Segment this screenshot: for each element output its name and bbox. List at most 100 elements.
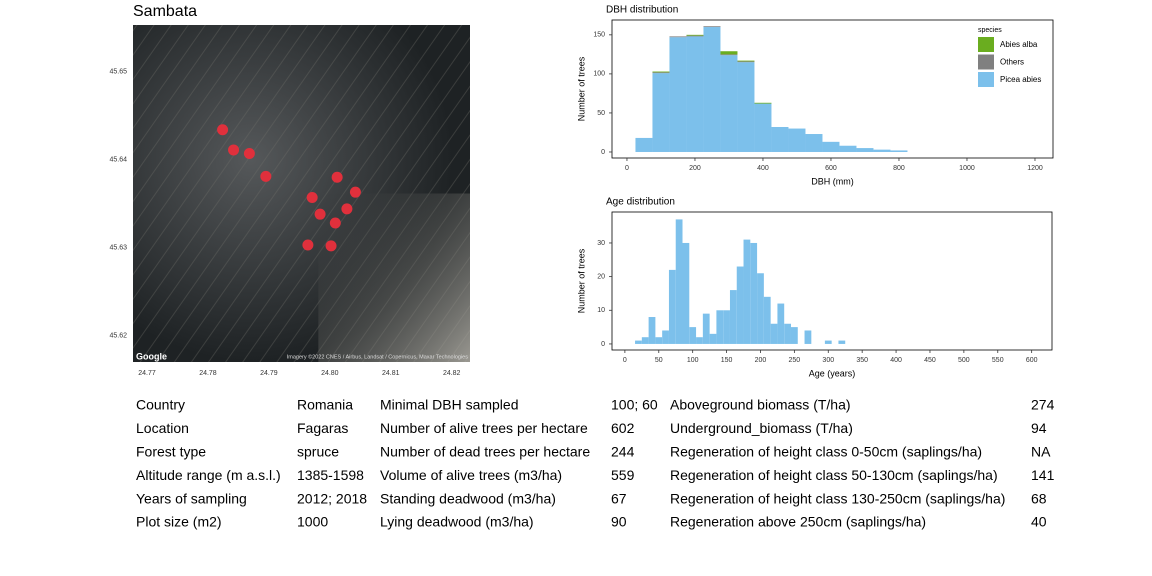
table-cell: 68 — [1031, 491, 1047, 507]
histogram-bar — [804, 330, 812, 344]
plot-point — [228, 144, 240, 156]
legend-label: Others — [1000, 58, 1024, 67]
histogram-bar — [754, 103, 772, 152]
x-tick-label: 24.78 — [199, 370, 217, 377]
plot-frame — [611, 211, 1053, 351]
histogram-bar — [763, 296, 771, 344]
table-cell: 67 — [611, 491, 627, 507]
table-cell: 559 — [611, 467, 635, 483]
plot-point — [341, 203, 353, 215]
table-cell: Lying deadwood (m3/ha) — [380, 514, 534, 530]
table-cell: spruce — [297, 444, 339, 460]
map-title: Sambata — [133, 3, 197, 20]
chart-title: DBH distribution — [606, 5, 678, 16]
table-cell: Romania — [297, 397, 353, 413]
histogram-bar — [737, 60, 755, 62]
plot-point — [325, 240, 337, 252]
table-cell: Regeneration above 250cm (saplings/ha) — [670, 514, 926, 530]
x-tick-label: 400 — [890, 357, 902, 364]
histogram-bar — [824, 340, 832, 344]
histogram-bar — [689, 327, 697, 344]
table-cell: 100; 60 — [611, 397, 658, 413]
plot-point — [329, 217, 341, 229]
plot-frame — [611, 19, 1054, 159]
histogram-bar — [729, 290, 737, 344]
histogram-bar — [668, 269, 676, 344]
y-tick-label: 150 — [593, 32, 605, 39]
table-cell: 244 — [611, 444, 635, 460]
x-tick-label: 300 — [822, 357, 834, 364]
x-tick-label: 400 — [757, 165, 769, 172]
histogram-bar — [696, 337, 703, 344]
snow-area — [318, 193, 470, 362]
y-tick-label: 50 — [597, 110, 605, 117]
histogram-bar — [652, 72, 670, 74]
x-tick-label: 600 — [825, 165, 837, 172]
y-tick-label: 30 — [597, 240, 605, 247]
histogram-bar — [635, 340, 642, 344]
y-axis-label: Number of trees — [576, 248, 586, 313]
table-cell: Aboveground biomass (T/ha) — [670, 397, 851, 413]
histogram-bar — [652, 71, 670, 73]
x-tick-label: 200 — [755, 357, 767, 364]
legend-title: species — [978, 27, 1002, 34]
table-cell: 40 — [1031, 514, 1047, 530]
x-axis-label: DBH (mm) — [811, 176, 854, 186]
x-tick-label: 50 — [655, 357, 663, 364]
x-tick-label: 500 — [958, 357, 970, 364]
histogram-bar — [655, 337, 663, 344]
y-tick-label: 100 — [593, 71, 605, 78]
table-cell: 90 — [611, 514, 627, 530]
plot-point — [314, 208, 326, 220]
histogram-bar — [784, 323, 791, 344]
x-tick-label: 24.79 — [260, 370, 278, 377]
histogram-bar — [669, 36, 687, 38]
legend-swatch — [978, 72, 994, 87]
histogram-bar — [723, 310, 730, 344]
histogram-bar — [737, 61, 755, 63]
table-cell: Years of sampling — [136, 491, 247, 507]
table-cell: Forest type — [136, 444, 206, 460]
table-cell: Altitude range (m a.s.l.) — [136, 467, 281, 483]
table-cell: Underground_biomass (T/ha) — [670, 420, 853, 436]
histogram-bar — [771, 126, 789, 152]
chart-title: Age distribution — [606, 197, 675, 208]
legend-swatch — [978, 37, 994, 52]
x-tick-label: 150 — [721, 357, 733, 364]
table-cell: Country — [136, 397, 185, 413]
table-cell: Number of dead trees per hectare — [380, 444, 590, 460]
table-cell: 2012; 2018 — [297, 491, 367, 507]
x-tick-label: 800 — [893, 165, 905, 172]
histogram-bar — [686, 35, 704, 37]
histogram-bar — [648, 317, 656, 344]
plot-point — [349, 186, 361, 198]
histogram-bar — [873, 149, 891, 152]
table-cell: Standing deadwood (m3/ha) — [380, 491, 556, 507]
histogram-bar — [856, 148, 874, 152]
plot-point — [331, 171, 343, 183]
table-cell: Volume of alive trees (m3/ha) — [380, 467, 562, 483]
histogram-bar — [703, 26, 721, 28]
x-tick-label: 250 — [789, 357, 801, 364]
histogram-bar — [675, 219, 683, 344]
y-tick-label: 45.63 — [109, 244, 127, 251]
histogram-bar — [822, 141, 840, 152]
table-cell: Location — [136, 420, 189, 436]
table-cell: 602 — [611, 420, 635, 436]
x-tick-label: 24.81 — [382, 370, 400, 377]
x-tick-label: 450 — [924, 357, 936, 364]
x-tick-label: 200 — [689, 165, 701, 172]
plot-point — [243, 147, 255, 159]
legend-label: Picea abies — [1000, 75, 1041, 84]
plot-point — [217, 124, 229, 136]
y-tick-label: 0 — [601, 149, 605, 156]
map-attribution: Imagery ©2022 CNES / Airbus, Landsat / C… — [287, 353, 469, 360]
histogram-bar — [839, 145, 857, 152]
x-tick-label: 550 — [992, 357, 1004, 364]
histogram-bar — [757, 273, 764, 344]
table-cell: Number of alive trees per hectare — [380, 420, 588, 436]
y-tick-label: 10 — [597, 307, 605, 314]
histogram-bar — [703, 27, 721, 152]
table-cell: Minimal DBH sampled — [380, 397, 518, 413]
histogram-bar — [641, 337, 649, 344]
